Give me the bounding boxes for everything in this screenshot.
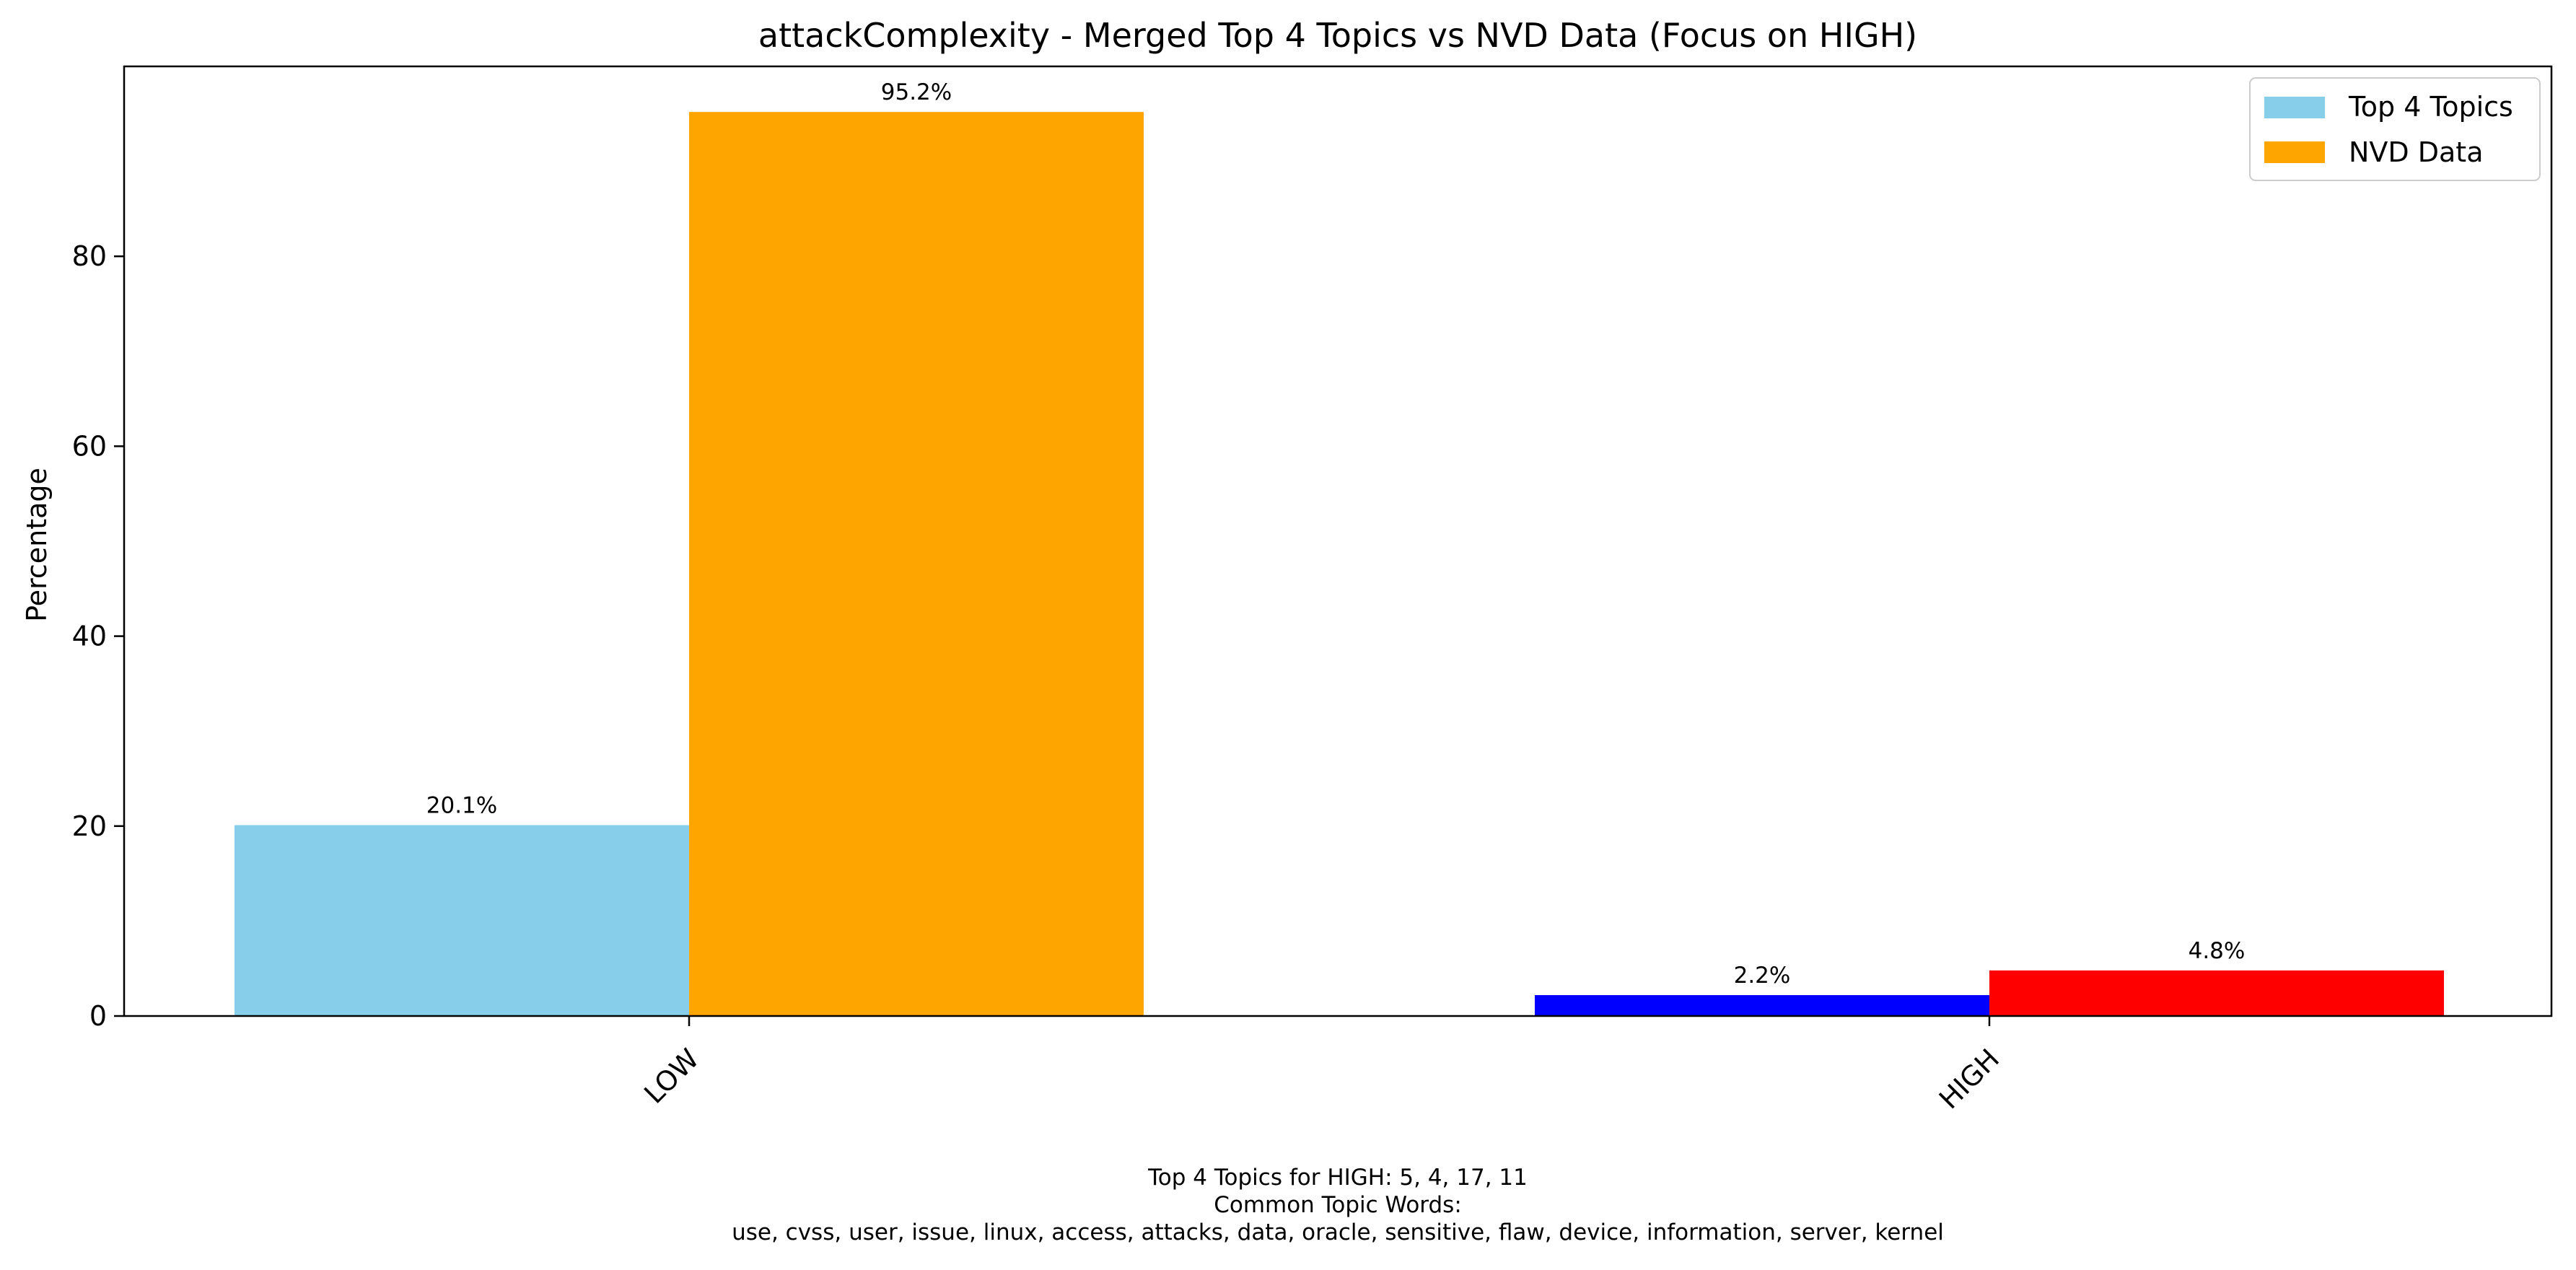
plot-frame bbox=[123, 65, 2553, 1017]
legend-label-top-4-topics: Top 4 Topics bbox=[2348, 91, 2513, 123]
y-axis-label: Percentage bbox=[21, 468, 53, 622]
y-tick-label-80: 80 bbox=[72, 240, 107, 272]
value-label-nvd-data-low: 95.2% bbox=[881, 79, 952, 105]
y-tick-label-40: 40 bbox=[72, 621, 107, 652]
y-tick-label-0: 0 bbox=[89, 1000, 107, 1032]
value-label-nvd-data-high: 4.8% bbox=[2189, 938, 2246, 964]
legend: Top 4 Topics NVD Data bbox=[2249, 77, 2541, 181]
chart-title: attackComplexity - Merged Top 4 Topics v… bbox=[758, 16, 1917, 55]
y-axis: 0 20 40 60 80 bbox=[72, 240, 124, 1032]
bar-nvd-data-low bbox=[689, 112, 1144, 1017]
value-label-top-4-topics-low: 20.1% bbox=[426, 792, 497, 818]
footnote-line-3: use, cvss, user, issue, linux, access, a… bbox=[732, 1219, 1944, 1245]
value-label-top-4-topics-high: 2.2% bbox=[1734, 963, 1791, 989]
bar-top-4-topics-high bbox=[1535, 995, 1989, 1016]
value-labels-layer: 20.1% 95.2% 2.2% 4.8% bbox=[426, 79, 2246, 989]
legend-swatch-nvd-data bbox=[2264, 141, 2325, 163]
footnote-line-2: Common Topic Words: bbox=[1214, 1192, 1462, 1218]
footnote-line-1: Top 4 Topics for HIGH: 5, 4, 17, 11 bbox=[1147, 1165, 1528, 1191]
footnote: Top 4 Topics for HIGH: 5, 4, 17, 11 Comm… bbox=[732, 1165, 1944, 1245]
legend-label-nvd-data: NVD Data bbox=[2349, 136, 2484, 168]
bar-top-4-topics-low bbox=[235, 825, 689, 1016]
legend-swatch-top-4-topics bbox=[2264, 97, 2325, 118]
y-tick-label-20: 20 bbox=[72, 810, 107, 842]
y-tick-label-60: 60 bbox=[72, 430, 107, 462]
bar-nvd-data-high bbox=[1989, 970, 2444, 1016]
bars-layer bbox=[235, 112, 2444, 1017]
